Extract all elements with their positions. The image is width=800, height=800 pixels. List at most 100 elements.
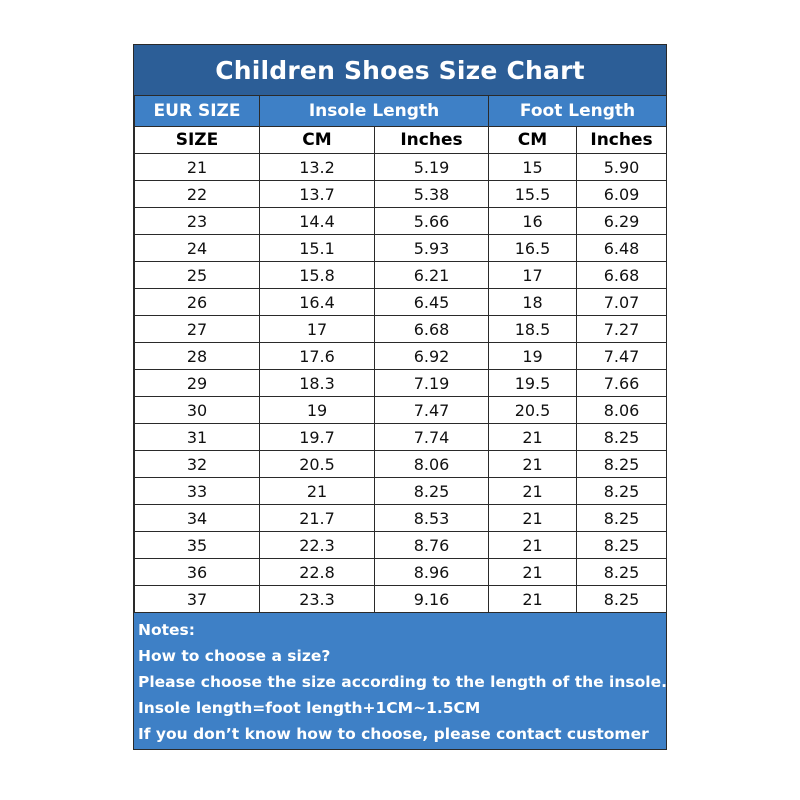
foot-inches-cell: 8.25	[575, 477, 668, 505]
chart-title: Children Shoes Size Chart	[134, 44, 666, 95]
notes-panel: Notes: How to choose a size? Please choo…	[134, 613, 667, 750]
notes-line: If you don’t know how to choose, please …	[138, 725, 649, 743]
foot-cm-cell: 16	[488, 207, 577, 235]
foot-inches-cell: 7.66	[575, 369, 668, 397]
insole-cm-cell: 16.4	[259, 288, 375, 316]
insole-inches-cell: 5.93	[374, 234, 489, 262]
table-row: 35 22.3 8.76 21 8.25	[134, 531, 668, 559]
table-row: 23 14.4 5.66 16 6.29	[134, 207, 668, 235]
insole-inches-cell: 6.21	[374, 261, 489, 289]
foot-cm-cell: 19.5	[488, 369, 577, 397]
eur-size-cell: 25	[134, 261, 260, 289]
insole-cm-cell: 15.1	[259, 234, 375, 262]
table-row: 27 17 6.68 18.5 7.27	[134, 315, 668, 343]
table-row: 22 13.7 5.38 15.5 6.09	[134, 180, 668, 208]
unit-size: SIZE	[134, 126, 260, 154]
table-row: 21 13.2 5.19 15 5.90	[134, 153, 668, 181]
foot-cm-cell: 21	[488, 450, 577, 478]
foot-cm-cell: 21	[488, 477, 577, 505]
table-row: 32 20.5 8.06 21 8.25	[134, 450, 668, 478]
insole-cm-cell: 22.3	[259, 531, 375, 559]
eur-size-cell: 32	[134, 450, 260, 478]
insole-cm-cell: 14.4	[259, 207, 375, 235]
foot-inches-cell: 7.27	[575, 315, 668, 343]
eur-size-cell: 33	[134, 477, 260, 505]
insole-inches-cell: 9.16	[374, 585, 489, 613]
eur-size-cell: 30	[134, 396, 260, 424]
eur-size-cell: 36	[134, 558, 260, 586]
table-row: 34 21.7 8.53 21 8.25	[134, 504, 668, 532]
unit-header-row: SIZE CM Inches CM Inches	[134, 126, 668, 154]
foot-inches-cell: 8.25	[575, 558, 668, 586]
foot-inches-cell: 7.47	[575, 342, 668, 370]
unit-insole-inches: Inches	[374, 126, 489, 154]
insole-cm-cell: 21	[259, 477, 375, 505]
eur-size-cell: 29	[134, 369, 260, 397]
insole-cm-cell: 15.8	[259, 261, 375, 289]
foot-cm-cell: 15	[488, 153, 577, 181]
eur-size-cell: 28	[134, 342, 260, 370]
eur-size-cell: 27	[134, 315, 260, 343]
foot-inches-cell: 8.25	[575, 531, 668, 559]
table-row: 37 23.3 9.16 21 8.25	[134, 585, 668, 613]
insole-inches-cell: 8.25	[374, 477, 489, 505]
insole-cm-cell: 17.6	[259, 342, 375, 370]
notes-line: Insole length=foot length+1CM~1.5CM	[138, 699, 481, 717]
unit-foot-inches: Inches	[575, 126, 668, 154]
eur-size-cell: 26	[134, 288, 260, 316]
eur-size-cell: 24	[134, 234, 260, 262]
table-row: 36 22.8 8.96 21 8.25	[134, 558, 668, 586]
table-row: 26 16.4 6.45 18 7.07	[134, 288, 668, 316]
foot-cm-cell: 19	[488, 342, 577, 370]
foot-cm-cell: 20.5	[488, 396, 577, 424]
table-body: 21 13.2 5.19 15 5.90 22 13.7 5.38 15.5 6.09 23 14.4…	[134, 153, 668, 613]
foot-cm-cell: 16.5	[488, 234, 577, 262]
insole-inches-cell: 5.19	[374, 153, 489, 181]
notes-heading: Notes:	[138, 621, 195, 639]
foot-cm-cell: 21	[488, 504, 577, 532]
insole-cm-cell: 19	[259, 396, 375, 424]
table-row: 24 15.1 5.93 16.5 6.48	[134, 234, 668, 262]
table-row: 31 19.7 7.74 21 8.25	[134, 423, 668, 451]
foot-inches-cell: 7.07	[575, 288, 668, 316]
table-row: 25 15.8 6.21 17 6.68	[134, 261, 668, 289]
foot-inches-cell: 8.25	[575, 504, 668, 532]
foot-cm-cell: 18	[488, 288, 577, 316]
foot-cm-cell: 21	[488, 531, 577, 559]
size-table: EUR SIZE Insole Length Foot Length SIZE …	[134, 95, 668, 613]
insole-cm-cell: 23.3	[259, 585, 375, 613]
unit-foot-cm: CM	[488, 126, 577, 154]
foot-cm-cell: 15.5	[488, 180, 577, 208]
insole-inches-cell: 6.68	[374, 315, 489, 343]
insole-cm-cell: 13.7	[259, 180, 375, 208]
insole-inches-cell: 8.96	[374, 558, 489, 586]
eur-size-cell: 23	[134, 207, 260, 235]
insole-cm-cell: 13.2	[259, 153, 375, 181]
foot-cm-cell: 21	[488, 423, 577, 451]
insole-inches-cell: 8.06	[374, 450, 489, 478]
foot-inches-cell: 8.25	[575, 585, 668, 613]
insole-inches-cell: 5.66	[374, 207, 489, 235]
insole-inches-cell: 5.38	[374, 180, 489, 208]
foot-inches-cell: 6.29	[575, 207, 668, 235]
table-row: 29 18.3 7.19 19.5 7.66	[134, 369, 668, 397]
notes-line: Please choose the size according to the …	[138, 673, 667, 691]
insole-inches-cell: 7.19	[374, 369, 489, 397]
eur-size-cell: 34	[134, 504, 260, 532]
foot-inches-cell: 5.90	[575, 153, 668, 181]
eur-size-cell: 35	[134, 531, 260, 559]
insole-inches-cell: 8.53	[374, 504, 489, 532]
foot-inches-cell: 6.48	[575, 234, 668, 262]
insole-inches-cell: 7.47	[374, 396, 489, 424]
insole-cm-cell: 18.3	[259, 369, 375, 397]
insole-inches-cell: 8.76	[374, 531, 489, 559]
foot-inches-cell: 8.25	[575, 450, 668, 478]
header-insole-length: Insole Length	[259, 95, 489, 127]
table-row: 28 17.6 6.92 19 7.47	[134, 342, 668, 370]
group-header-row: EUR SIZE Insole Length Foot Length	[134, 95, 668, 127]
size-chart: Children Shoes Size Chart EUR SIZE Insol…	[133, 44, 668, 750]
foot-inches-cell: 6.68	[575, 261, 668, 289]
header-eur-size: EUR SIZE	[134, 95, 260, 127]
notes-line: How to choose a size?	[138, 647, 331, 665]
insole-cm-cell: 22.8	[259, 558, 375, 586]
